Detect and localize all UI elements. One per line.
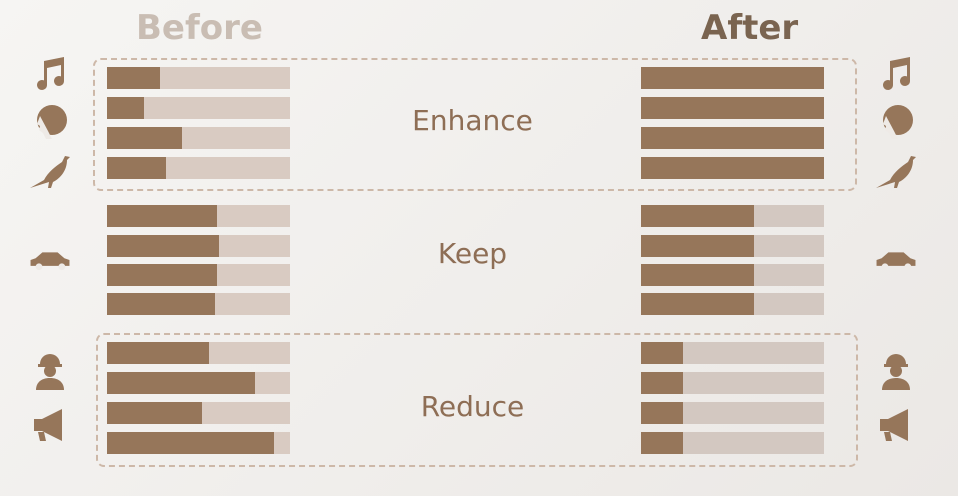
- before-bar-enhance-3: [107, 127, 290, 149]
- bar-fill: [107, 264, 217, 286]
- after-bar-keep-1: [641, 205, 824, 227]
- bar-fill: [107, 235, 219, 257]
- after-bar-reduce-1: [641, 342, 824, 364]
- megaphone-icon: [874, 405, 918, 445]
- bar-fill: [641, 67, 824, 89]
- after-bar-keep-3: [641, 264, 824, 286]
- bar-fill: [107, 402, 203, 424]
- before-bar-keep-4: [107, 293, 290, 315]
- before-bar-reduce-4: [107, 432, 290, 454]
- bar-fill: [107, 432, 274, 454]
- bar-fill: [641, 432, 684, 454]
- bar-fill: [641, 372, 684, 394]
- enhance-label: Enhance: [412, 104, 533, 137]
- bar-fill: [107, 67, 161, 89]
- before-bar-enhance-2: [107, 97, 290, 119]
- bar-fill: [641, 97, 824, 119]
- after-bar-reduce-2: [641, 372, 824, 394]
- after-bar-reduce-4: [641, 432, 824, 454]
- car-icon: [28, 240, 72, 280]
- bar-fill: [107, 372, 256, 394]
- after-heading: After: [701, 8, 799, 48]
- before-bar-enhance-4: [107, 157, 290, 179]
- before-bar-enhance-1: [107, 67, 290, 89]
- bar-fill: [641, 264, 755, 286]
- keep-label: Keep: [437, 237, 508, 270]
- construction-worker-icon: [28, 350, 72, 390]
- bar-fill: [107, 205, 217, 227]
- bar-fill: [107, 293, 215, 315]
- bar-fill: [107, 97, 144, 119]
- before-bar-keep-3: [107, 264, 290, 286]
- bar-fill: [641, 205, 755, 227]
- reduce-label: Reduce: [420, 390, 525, 423]
- after-bar-keep-4: [641, 293, 824, 315]
- bar-fill: [641, 157, 824, 179]
- bar-fill: [641, 235, 755, 257]
- construction-worker-icon: [874, 350, 918, 390]
- music-note-icon: [28, 55, 72, 95]
- after-bar-enhance-1: [641, 67, 824, 89]
- bar-fill: [641, 342, 684, 364]
- before-bar-reduce-3: [107, 402, 290, 424]
- after-bar-keep-2: [641, 235, 824, 257]
- woman-face-icon: [874, 102, 918, 142]
- bar-fill: [107, 127, 183, 149]
- before-heading: Before: [136, 8, 263, 48]
- before-bar-reduce-1: [107, 342, 290, 364]
- after-bar-enhance-2: [641, 97, 824, 119]
- bird-icon: [28, 152, 72, 192]
- car-icon: [874, 240, 918, 280]
- after-bar-reduce-3: [641, 402, 824, 424]
- enhance-group-box: [93, 58, 857, 191]
- after-bar-enhance-4: [641, 157, 824, 179]
- before-bar-keep-1: [107, 205, 290, 227]
- after-bar-enhance-3: [641, 127, 824, 149]
- bar-fill: [641, 293, 755, 315]
- woman-face-icon: [28, 102, 72, 142]
- bar-fill: [641, 127, 824, 149]
- bird-icon: [874, 152, 918, 192]
- megaphone-icon: [28, 405, 72, 445]
- bar-fill: [107, 157, 166, 179]
- music-note-icon: [874, 55, 918, 95]
- before-bar-reduce-2: [107, 372, 290, 394]
- reduce-group-box: [96, 333, 858, 467]
- bar-fill: [641, 402, 684, 424]
- before-bar-keep-2: [107, 235, 290, 257]
- bar-fill: [107, 342, 210, 364]
